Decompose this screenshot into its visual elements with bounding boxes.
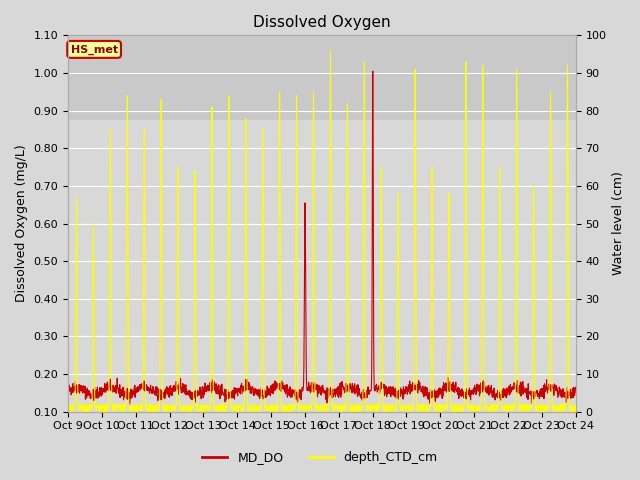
Y-axis label: Dissolved Oxygen (mg/L): Dissolved Oxygen (mg/L) xyxy=(15,144,28,302)
Legend: MD_DO, depth_CTD_cm: MD_DO, depth_CTD_cm xyxy=(197,446,443,469)
Y-axis label: Water level (cm): Water level (cm) xyxy=(612,171,625,276)
Title: Dissolved Oxygen: Dissolved Oxygen xyxy=(253,15,390,30)
Bar xyxy=(68,36,576,120)
Text: HS_met: HS_met xyxy=(70,44,118,55)
